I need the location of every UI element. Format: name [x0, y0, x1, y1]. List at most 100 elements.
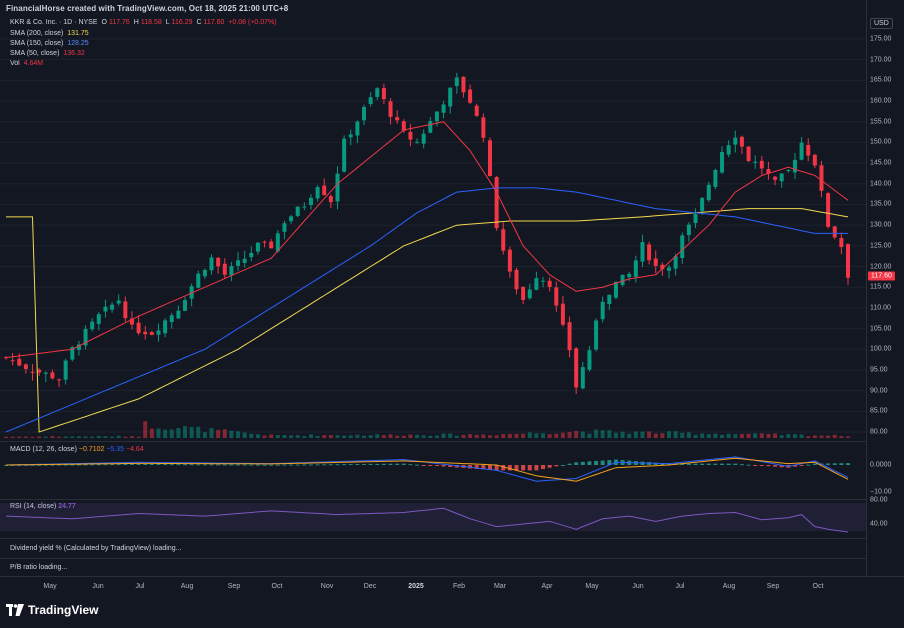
volume-bar — [50, 436, 55, 438]
candle-body — [746, 146, 751, 162]
candle-body — [673, 256, 678, 269]
currency-button[interactable]: USD — [870, 18, 893, 29]
macd-histogram-bar — [812, 463, 817, 465]
sma150-legend[interactable]: SMA (150, close) 128.25 — [10, 39, 91, 49]
sma200-legend[interactable]: SMA (200, close) 131.75 — [10, 29, 91, 39]
tradingview-logo[interactable]: TradingView — [6, 603, 98, 617]
volume-bar — [236, 431, 241, 438]
volume-bar — [57, 436, 62, 438]
volume-bar — [826, 435, 831, 438]
candle-body — [706, 184, 711, 201]
volume-bar — [110, 436, 115, 438]
volume-legend[interactable]: Vol 4.64M — [10, 59, 45, 69]
candle-body — [116, 300, 121, 304]
volume-bar — [10, 436, 15, 438]
candle-body — [110, 304, 115, 310]
macd-histogram-bar — [209, 464, 214, 466]
time-axis-label: Jul — [675, 583, 685, 590]
macd-histogram-bar — [686, 463, 691, 465]
pane-separator[interactable] — [0, 558, 866, 559]
macd-histogram-bar — [368, 463, 373, 465]
macd-pane[interactable] — [0, 443, 866, 498]
volume-bar — [342, 435, 347, 438]
volume-label: Vol — [10, 60, 20, 67]
signal-line — [5, 457, 849, 482]
high-label: H — [133, 19, 139, 26]
macd-histogram-bar — [759, 465, 764, 466]
pane-separator[interactable] — [0, 441, 866, 442]
volume-bar — [706, 434, 711, 438]
volume-bar — [76, 436, 81, 438]
macd-histogram-bar — [567, 463, 572, 465]
rsi-legend[interactable]: RSI (14, close) 24.77 — [10, 503, 76, 510]
macd-histogram-bar — [23, 464, 28, 466]
volume-bar — [739, 433, 744, 438]
candle-body — [37, 369, 42, 373]
volume-bar — [567, 431, 572, 438]
symbol-legend[interactable]: KKR & Co. Inc. · 1D · NYSE O 117.76 H 118.… — [10, 18, 279, 28]
candle-body — [249, 252, 254, 258]
candle-body — [627, 273, 632, 278]
macd-histogram-bar — [143, 463, 148, 465]
price-axis-label: 80.00 — [870, 428, 888, 436]
candle-body — [534, 278, 539, 290]
volume-bar — [680, 432, 685, 438]
candle-body — [759, 160, 764, 169]
time-axis-label: Mar — [493, 583, 507, 590]
volume-bar — [116, 435, 121, 438]
candle-body — [826, 193, 831, 227]
volume-bar — [514, 433, 519, 438]
pane-separator[interactable] — [0, 538, 866, 539]
volume-bar — [501, 434, 506, 438]
volume-bar — [627, 433, 632, 438]
candle-body — [322, 185, 327, 196]
candle-body — [647, 244, 652, 261]
volume-bar — [196, 426, 201, 438]
price-chart[interactable] — [0, 0, 866, 440]
macd-histogram-bar — [547, 465, 552, 468]
candle-body — [839, 237, 844, 248]
candle-body — [176, 310, 181, 319]
time-axis-label: Oct — [271, 583, 283, 590]
sma150-value: 128.25 — [67, 40, 89, 47]
volume-bar — [554, 433, 559, 438]
macd-histogram-bar — [262, 464, 267, 466]
volume-bar — [216, 429, 221, 438]
macd-histogram-bar — [50, 464, 55, 466]
macd-histogram-bar — [468, 465, 473, 469]
candle-body — [222, 263, 227, 275]
macd-histogram-bar — [693, 463, 698, 465]
rsi-axis-label: 40.00 — [870, 520, 888, 528]
candle-body — [779, 173, 784, 182]
candle-body — [521, 286, 526, 300]
chart-credit: FinancialHorse created with TradingView.… — [6, 4, 289, 13]
volume-bar — [381, 435, 386, 438]
macd-histogram-bar — [183, 464, 188, 466]
volume-bar — [368, 435, 373, 438]
volume-bar — [647, 431, 652, 438]
macd-histogram-bar — [653, 462, 658, 465]
macd-histogram-bar — [421, 465, 426, 466]
volume-bar — [434, 435, 439, 438]
macd-hist-value: −4.64 — [126, 446, 144, 453]
macd-histogram-bar — [401, 463, 406, 465]
volume-bar — [123, 436, 128, 438]
macd-histogram-bar — [103, 464, 108, 466]
time-axis-label: Dec — [363, 583, 377, 590]
rsi-pane[interactable] — [0, 500, 866, 538]
sma50-legend[interactable]: SMA (50, close) 136.32 — [10, 49, 87, 59]
macd-histogram-bar — [428, 465, 433, 466]
pane-separator[interactable] — [0, 499, 866, 500]
price-axis-label: 95.00 — [870, 366, 888, 374]
candle-body — [468, 89, 473, 103]
macd-histogram-bar — [222, 464, 227, 466]
price-axis-label: 160.00 — [870, 97, 892, 105]
time-axis-label: Aug — [722, 583, 736, 590]
macd-histogram-bar — [381, 463, 386, 465]
macd-histogram-bar — [216, 464, 221, 466]
volume-bar — [819, 435, 824, 438]
volume-bar — [832, 434, 837, 438]
macd-legend[interactable]: MACD (12, 26, close) −0.7102 −5.35 −4.64 — [10, 446, 144, 453]
candle-body — [574, 348, 579, 388]
price-axis-label: 150.00 — [870, 138, 892, 146]
